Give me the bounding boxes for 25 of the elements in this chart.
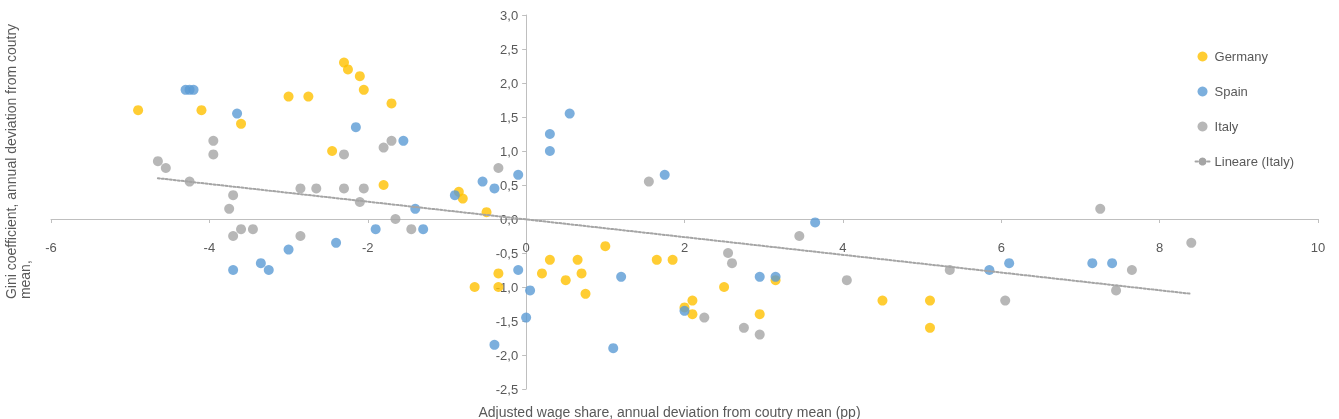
x-tick-label: 8 (1156, 240, 1164, 255)
legend-label: Spain (1214, 84, 1248, 99)
x-tick-label: 0 (522, 240, 530, 255)
x-tick-label: 4 (839, 240, 847, 255)
y-tick-label: 0,5 (500, 177, 519, 193)
y-axis-title: Gini coefficient, annual deviation from coutry mean, (3, 19, 33, 300)
x-tick-label: -4 (203, 240, 216, 255)
y-tick-label: -1,5 (495, 313, 519, 329)
x-tick-label: -6 (45, 240, 57, 255)
y-tick-label: -0,5 (495, 245, 519, 261)
legend-label: Lineare (Italy) (1214, 154, 1295, 169)
y-tick-label: 1,5 (500, 109, 519, 125)
x-tick-label: 2 (680, 240, 689, 255)
y-tick-label: 2,0 (500, 75, 519, 91)
y-tick-label: 3,0 (500, 7, 519, 23)
y-tick-label: 2,5 (500, 41, 519, 57)
x-tick-label: 6 (997, 240, 1005, 255)
x-tick-label: -2 (361, 240, 374, 255)
x-tick-label: 10 (1310, 240, 1326, 255)
y-tick-label: -2,0 (495, 347, 519, 363)
legend-label: Italy (1214, 119, 1239, 134)
x-axis-title: Adjusted wage share, annual deviation from coutry mean (pp) (478, 404, 861, 419)
y-tick-label: -2,5 (495, 381, 519, 397)
y-tick-label: 1,0 (500, 143, 519, 159)
legend-label: Germany (1214, 49, 1269, 64)
